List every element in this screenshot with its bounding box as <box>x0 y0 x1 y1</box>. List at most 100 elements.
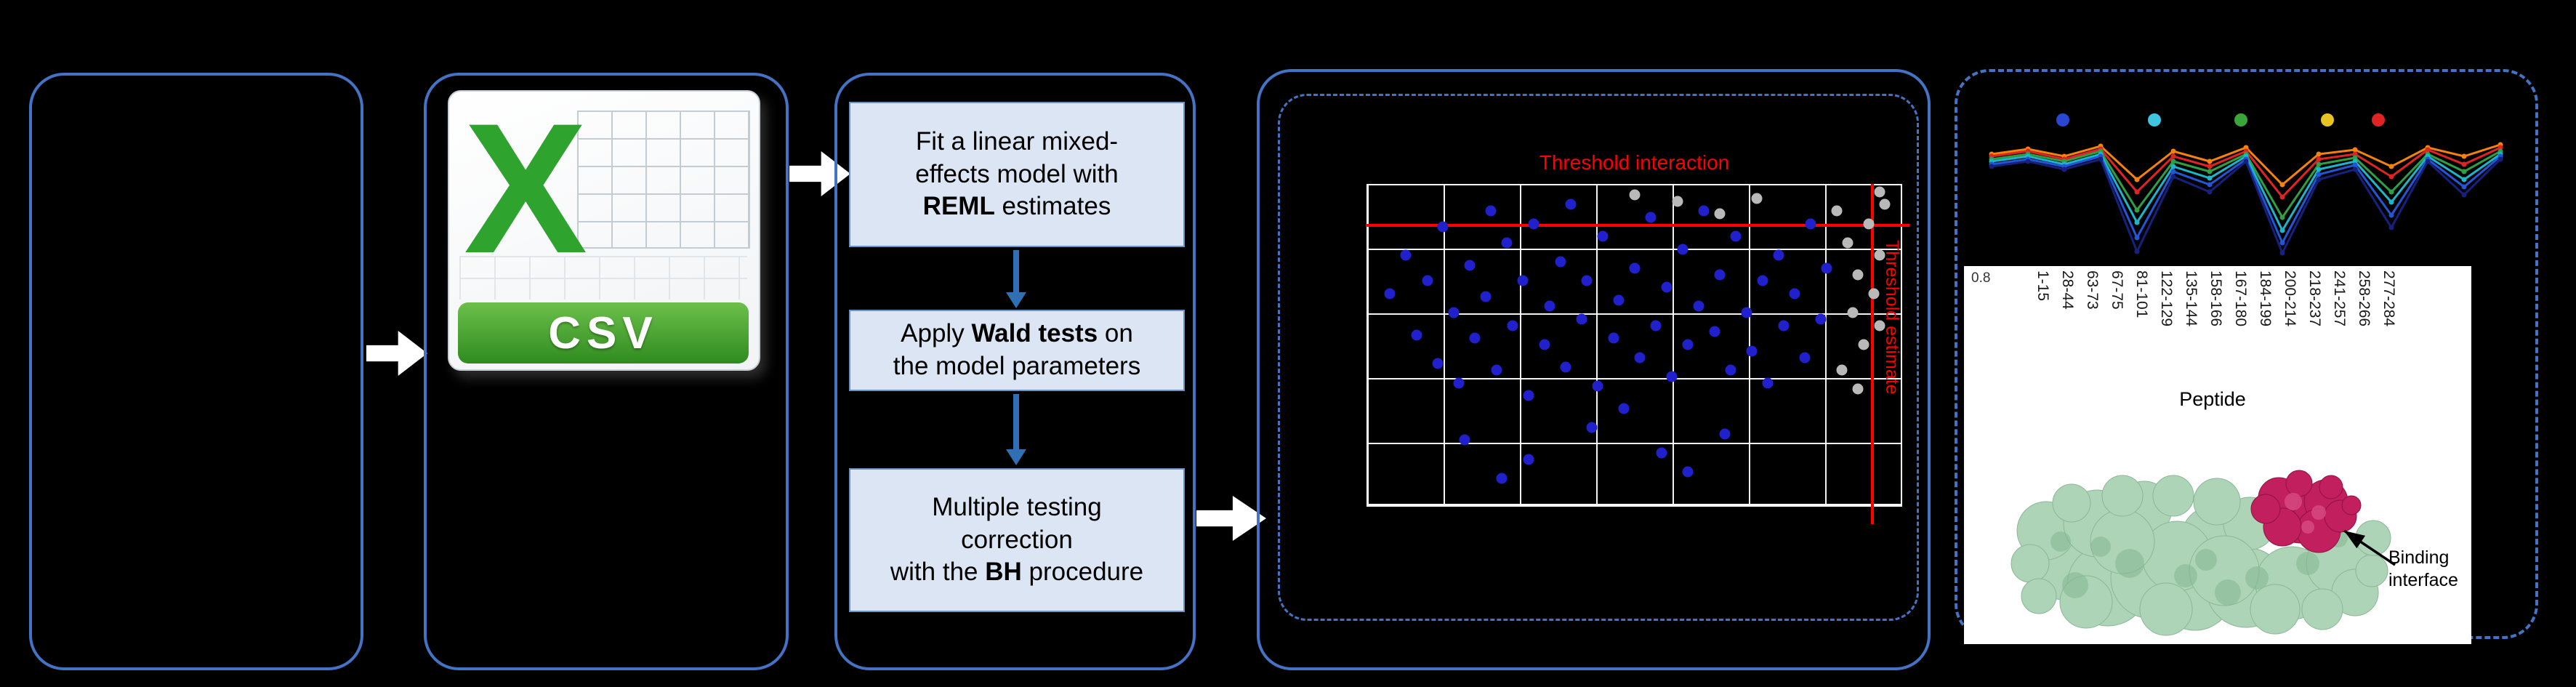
profile-point <box>2461 192 2467 198</box>
peptide-label: 184-199 <box>2257 270 2274 327</box>
scatter-point-sig <box>1523 390 1534 401</box>
profile-point <box>2279 250 2285 256</box>
scatter-point-sig <box>1491 364 1502 376</box>
scatter-point-sig <box>1400 249 1412 261</box>
scatter-point-sig <box>1730 230 1742 242</box>
scatter-point-ns <box>1858 339 1869 350</box>
spreadsheet-grid-icon <box>577 111 750 249</box>
scatter-point-sig <box>1544 300 1555 312</box>
csv-file-icon: X CSV <box>448 90 760 371</box>
profile-point <box>2207 169 2213 174</box>
process-step-line: Fit a linear mixed- <box>915 126 1119 156</box>
scatter-point-sig <box>1714 269 1726 281</box>
scatter-point-sig <box>1464 260 1476 270</box>
profile-point <box>2134 177 2140 182</box>
scatter-point-sig <box>1448 307 1460 318</box>
scatter-point-ns <box>1847 307 1859 318</box>
profile-point <box>2352 162 2358 168</box>
profile-point <box>2388 225 2394 230</box>
profile-point <box>2316 166 2322 172</box>
process-step-reml: Fit a linear mixed-effects model with REM… <box>849 102 1185 247</box>
peptide-result-box: 0.8 1-15 28-44 63-73 67-75 81-101 122-129 135-… <box>1955 69 2538 644</box>
profile-point <box>2207 164 2213 169</box>
scatter-point-sig <box>1629 262 1641 274</box>
profile-point <box>2316 172 2322 177</box>
flow-arrow-3 <box>1196 496 1266 541</box>
peptide-axis-labels: 1-15 28-44 63-73 67-75 81-101 122-129 135-144 1… <box>2026 270 2399 382</box>
statistics-box: Fit a linear mixed-effects model with REM… <box>834 73 1196 670</box>
profile-point <box>2170 169 2176 174</box>
scatter-point-sig <box>1805 218 1816 230</box>
peptide-label: 1-15 <box>2034 270 2051 302</box>
scatter-point-sig <box>1762 377 1774 389</box>
profile-point <box>2061 166 2067 172</box>
profile-point <box>2170 153 2176 159</box>
profile-point <box>2134 235 2140 241</box>
scatter-point-sig <box>1411 329 1422 341</box>
profile-point <box>2352 147 2358 153</box>
process-step-line: effects model with <box>915 159 1119 188</box>
scatter-point-ns <box>1874 186 1885 198</box>
scatter-point-ns <box>1831 205 1843 217</box>
scatter-point-sig <box>1560 361 1571 373</box>
profile-point <box>2279 194 2285 200</box>
excel-x-icon: X <box>464 85 588 292</box>
profile-point <box>2388 174 2394 180</box>
scatter-point-sig <box>1741 307 1752 318</box>
peptide-label: 218-237 <box>2306 270 2323 327</box>
scatter-point-sig <box>1507 320 1518 332</box>
scatter-point-ns <box>1879 198 1891 210</box>
scatter-point-ns <box>1852 383 1864 395</box>
process-step-bh: Multiple testing correction with the BH pr… <box>849 468 1185 612</box>
scatter-point-sig <box>1523 454 1534 465</box>
peptide-label: 167-180 <box>2232 270 2249 327</box>
profile-point <box>2243 158 2249 164</box>
scatter-point-sig <box>1666 371 1678 382</box>
scatter-point-sig <box>1650 320 1662 332</box>
process-step-line: Apply Wald tests on <box>901 319 1133 348</box>
dashed-frame <box>1278 94 1919 621</box>
profile-point <box>2461 169 2467 174</box>
scatter-point-sig <box>1821 262 1832 274</box>
profile-point <box>2279 240 2285 246</box>
process-step-wald: Apply Wald tests on the model parameters <box>849 310 1185 391</box>
scatter-point-sig <box>1528 218 1539 230</box>
profile-point <box>2461 184 2467 190</box>
flow-arrow-1 <box>366 331 427 376</box>
legend-dot <box>2056 113 2069 126</box>
profile-point <box>2352 151 2358 157</box>
binding-interface-annotation-line: Binding <box>2388 547 2450 568</box>
profile-point <box>2388 199 2394 205</box>
spreadsheet-grid-icon <box>459 256 747 300</box>
scatter-point-sig <box>1422 275 1433 286</box>
profile-point <box>2388 189 2394 195</box>
csv-box: X CSV <box>424 73 789 670</box>
scatter-point-sig <box>1634 352 1646 363</box>
profile-point <box>2316 177 2322 182</box>
scatter-plot <box>1366 184 1909 524</box>
profile-point <box>2316 161 2322 167</box>
profile-point <box>2134 220 2140 225</box>
down-arrow-icon <box>1006 250 1026 308</box>
profile-point <box>2316 151 2322 157</box>
peptide-label: 81-101 <box>2133 270 2150 318</box>
profile-point <box>2134 249 2140 254</box>
profile-point <box>2279 214 2285 220</box>
binding-interface-annotation: Binding interface <box>2388 547 2458 592</box>
peptide-label: 277-284 <box>2380 270 2397 327</box>
scatter-point-sig <box>1778 320 1790 332</box>
profile-point <box>2388 164 2394 169</box>
scatter-point-sig <box>1453 377 1465 389</box>
scatter-point-ns <box>1836 364 1848 376</box>
scatter-point-sig <box>1437 221 1449 233</box>
legend-dot <box>2234 113 2247 126</box>
scatter-point-sig <box>1469 332 1481 344</box>
profile-point <box>2243 145 2249 150</box>
scatter-point-sig <box>1757 275 1768 286</box>
scatter-point-sig <box>1608 332 1619 344</box>
scatter-point-sig <box>1618 403 1630 414</box>
scatter-point-sig <box>1459 434 1470 446</box>
scatter-point-sig <box>1698 205 1710 217</box>
profile-point <box>2497 145 2503 150</box>
